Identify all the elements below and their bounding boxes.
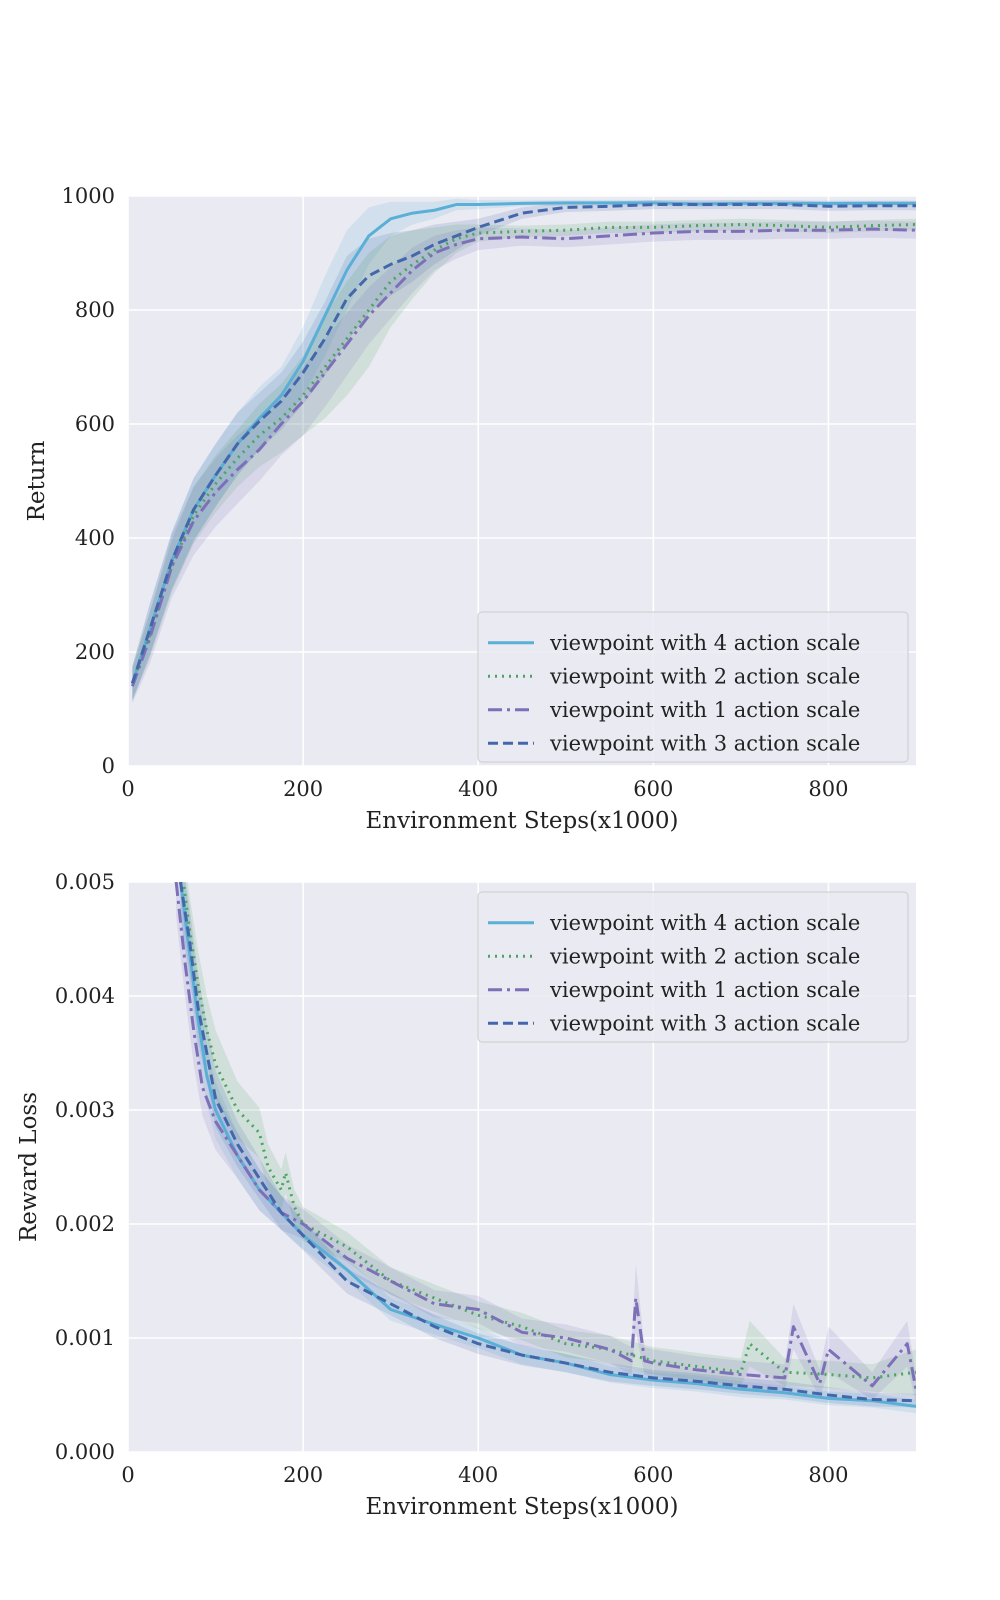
return-x-tick-label: 0 [121,777,134,801]
reward-loss-legend: viewpoint with 4 action scale viewpoint w… [477,891,909,1043]
return-x-tick-label: 200 [283,777,323,801]
series-band-s2 [132,218,916,701]
series-line-s2 [181,882,916,1380]
reward-loss-x-axis-title: Environment Steps(x1000) [366,1494,679,1520]
return-x-axis-title: Environment Steps(x1000) [366,808,679,834]
reward-loss-y-axis-title: Reward Loss [16,1092,42,1242]
return-y-tick-label: 600 [75,412,115,436]
reward-loss-x-tick-label: 200 [283,1463,323,1487]
legend-label-s1: viewpoint with 1 action scale [549,978,860,1002]
return-series-lines [130,201,916,687]
reward-loss-y-tick-label: 0.003 [55,1098,115,1122]
series-band-s4 [180,882,916,1414]
series-line-s3 [179,882,916,1403]
reward-loss-legend-frame [477,891,909,1043]
legend-label-s4: viewpoint with 4 action scale [549,911,860,935]
reward-loss-x-tick-label: 800 [808,1463,848,1487]
series-band-s3 [132,199,916,701]
return-y-tick-label: 800 [75,298,115,322]
reward-loss-y-tick-label: 0.002 [55,1212,115,1236]
reward-loss-series-lines [174,882,916,1408]
return-y-axis-title: Return [24,440,50,521]
return-y-tick-label: 200 [75,640,115,664]
legend-label-s1: viewpoint with 1 action scale [549,698,860,722]
legend-label-s2: viewpoint with 2 action scale [549,944,860,968]
return-legend: viewpoint with 4 action scale viewpoint w… [477,611,909,763]
return-y-tick-label: 1000 [62,184,115,208]
return-x-tick-label: 600 [633,777,673,801]
reward-loss-x-tick-label: 400 [458,1463,498,1487]
reward-loss-y-tick-label: 0.004 [55,984,115,1008]
return-y-tick-label: 0 [102,754,115,778]
reward-loss-y-tick-label: 0.005 [55,870,115,894]
reward-loss-chart: 0 200 400 600 800 0.000 0.001 0.002 0.003 0.004 0.… [16,870,916,1520]
series-line-s1 [174,882,916,1390]
return-confidence-bands [132,198,916,704]
reward-loss-y-tick-label: 0.000 [55,1440,115,1464]
return-x-tick-label: 400 [458,777,498,801]
series-band-s2 [180,882,916,1395]
legend-label-s4: viewpoint with 4 action scale [549,631,860,655]
reward-loss-y-tick-label: 0.001 [55,1326,115,1350]
return-y-tick-label: 400 [75,526,115,550]
return-x-tick-label: 800 [808,777,848,801]
legend-label-s3: viewpoint with 3 action scale [549,1011,860,1035]
return-gridlines [127,195,916,767]
series-band-s1 [132,220,916,704]
reward-loss-confidence-bands [176,882,916,1414]
return-tick-labels: 0 200 400 600 800 0 200 400 600 800 1000 [62,184,849,801]
series-band-s4 [132,198,916,701]
series-line-s4 [179,882,916,1408]
series-line-s1 [130,227,916,687]
reward-loss-x-tick-label: 600 [633,1463,673,1487]
series-line-s3 [130,203,916,684]
return-chart: 0 200 400 600 800 0 200 400 600 800 1000 Environme… [24,184,916,834]
reward-loss-tick-labels: 0 200 400 600 800 0.000 0.001 0.002 0.003 0.004 0.… [55,870,849,1487]
legend-label-s3: viewpoint with 3 action scale [549,731,860,755]
return-legend-frame [477,611,909,763]
series-band-s1 [176,882,916,1403]
reward-loss-x-tick-label: 0 [121,1463,134,1487]
legend-label-s2: viewpoint with 2 action scale [549,664,860,688]
